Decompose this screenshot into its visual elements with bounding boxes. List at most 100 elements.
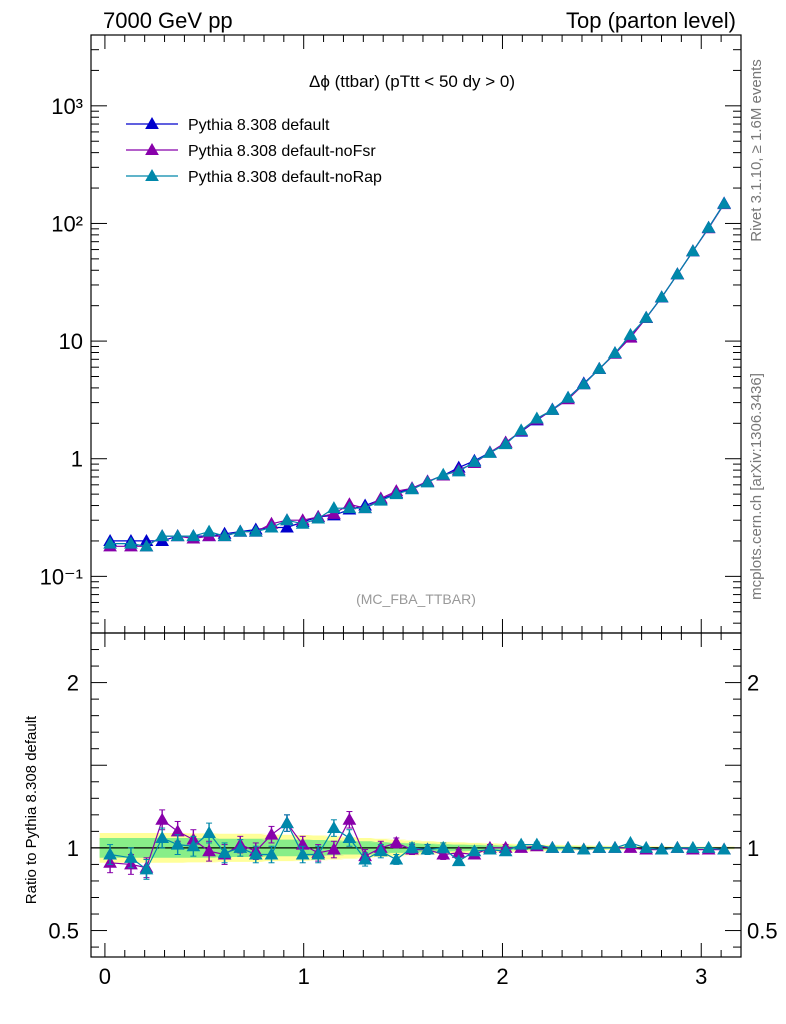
- data-point: [545, 402, 560, 415]
- data-point: [202, 524, 216, 537]
- ratio-data-point: [389, 835, 404, 848]
- data-point: [170, 529, 185, 542]
- y-tick-label-right: 2: [747, 671, 759, 696]
- ratio-data-point: [498, 844, 513, 857]
- series-2: [103, 196, 731, 552]
- ratio-series-line: [110, 818, 725, 869]
- data-point: [514, 423, 529, 436]
- x-tick-label: 3: [695, 964, 707, 989]
- data-point: [608, 346, 622, 359]
- data-point: [639, 310, 654, 323]
- legend-marker: [145, 168, 159, 181]
- series-1: [103, 197, 731, 552]
- data-point: [358, 501, 372, 514]
- data-point: [576, 377, 591, 390]
- data-point: [654, 290, 669, 303]
- data-point: [592, 361, 607, 374]
- data-point: [498, 437, 513, 450]
- ratio-data-point: [217, 845, 232, 858]
- ratio-data-point: [514, 837, 529, 850]
- legend-entry: Pythia 8.308 default-noFsr: [188, 143, 376, 160]
- ratio-data-point: [467, 844, 482, 857]
- data-point: [103, 536, 117, 549]
- ratio-data-point: [170, 837, 185, 850]
- data-point: [295, 516, 310, 529]
- data-point: [139, 539, 154, 552]
- data-point: [280, 520, 294, 533]
- legend-entry: Pythia 8.308 default: [188, 117, 330, 134]
- analysis-watermark: (MC_FBA_TTBAR): [356, 591, 476, 607]
- ratio-axis-label: Ratio to Pythia 8.308 default: [23, 715, 40, 904]
- ratio-data-point: [264, 847, 279, 860]
- ratio-data-point: [420, 842, 435, 855]
- ratio-data-point: [436, 847, 451, 860]
- data-point: [124, 536, 138, 549]
- ratio-data-point: [155, 812, 170, 825]
- series-line: [110, 203, 725, 547]
- data-point: [186, 529, 201, 542]
- data-point: [686, 244, 700, 257]
- ratio-data-point: [639, 840, 654, 853]
- ratio-data-point: [342, 830, 357, 843]
- data-point: [217, 529, 232, 542]
- data-point: [405, 482, 419, 495]
- y-tick-label: 10²: [51, 211, 83, 236]
- data-point: [264, 520, 279, 533]
- ratio-series-1: [103, 814, 731, 880]
- ratio-data-point: [529, 837, 544, 850]
- ratio-data-point: [264, 827, 279, 840]
- y-tick-label: 2: [67, 671, 79, 696]
- ratio-series-line: [110, 821, 725, 871]
- ratio-data-point: [233, 840, 248, 853]
- ratio-data-point: [358, 852, 372, 865]
- ratio-data-point: [670, 840, 685, 853]
- data-point: [327, 501, 341, 514]
- ratio-data-point: [654, 842, 669, 855]
- y-tick-label: 10⁻¹: [40, 564, 83, 589]
- ratio-data-point: [139, 862, 154, 875]
- data-point: [623, 327, 638, 340]
- legend-marker: [145, 116, 159, 129]
- y-tick-label: 10: [59, 329, 83, 354]
- ratio-data-point: [280, 816, 294, 829]
- ratio-data-point: [717, 842, 731, 855]
- ratio-data-point: [342, 812, 357, 825]
- ratio-data-point: [124, 850, 138, 863]
- ratio-data-point: [436, 840, 451, 853]
- data-point: [717, 196, 731, 209]
- ratio-data-point: [202, 844, 216, 857]
- ratio-data-point: [483, 842, 497, 855]
- header-process-label: 7000 GeV pp: [103, 8, 233, 33]
- data-point: [373, 493, 388, 506]
- x-tick-label: 0: [99, 964, 111, 989]
- data-point: [561, 390, 575, 403]
- legend-marker: [145, 142, 159, 155]
- data-point: [670, 267, 685, 280]
- ratio-panel: 0 1 2 3 0.5 0.5 1 1 2 2 Ratio to Pythia 8.308 defa…: [23, 632, 778, 989]
- data-point: [342, 501, 357, 514]
- data-point: [420, 475, 435, 488]
- ratio-data-point: [311, 847, 326, 860]
- ratio-data-point: [373, 844, 388, 857]
- y-tick-label-right: 1: [747, 836, 759, 861]
- ratio-data-point: [202, 826, 216, 839]
- data-point: [467, 454, 482, 467]
- ratio-data-point: [389, 852, 404, 865]
- series-line: [110, 203, 725, 547]
- ratio-data-point: [545, 840, 560, 853]
- data-point: [155, 529, 170, 542]
- y-tick-label-right: 0.5: [747, 919, 778, 944]
- ratio-data-point: [701, 840, 716, 853]
- y-tick-label: 10³: [51, 94, 83, 119]
- data-point: [311, 511, 326, 524]
- ratio-data-point: [327, 842, 341, 855]
- ratio-data-point: [561, 840, 575, 853]
- x-tick-label: 1: [298, 964, 310, 989]
- data-point: [389, 487, 404, 500]
- legend: Pythia 8.308 default Pythia 8.308 default…: [126, 116, 382, 186]
- y-tick-label: 1: [67, 836, 79, 861]
- data-point: [451, 464, 466, 477]
- data-point: [436, 467, 451, 480]
- legend-entry: Pythia 8.308 default-noRap: [188, 169, 382, 186]
- data-point: [701, 220, 716, 233]
